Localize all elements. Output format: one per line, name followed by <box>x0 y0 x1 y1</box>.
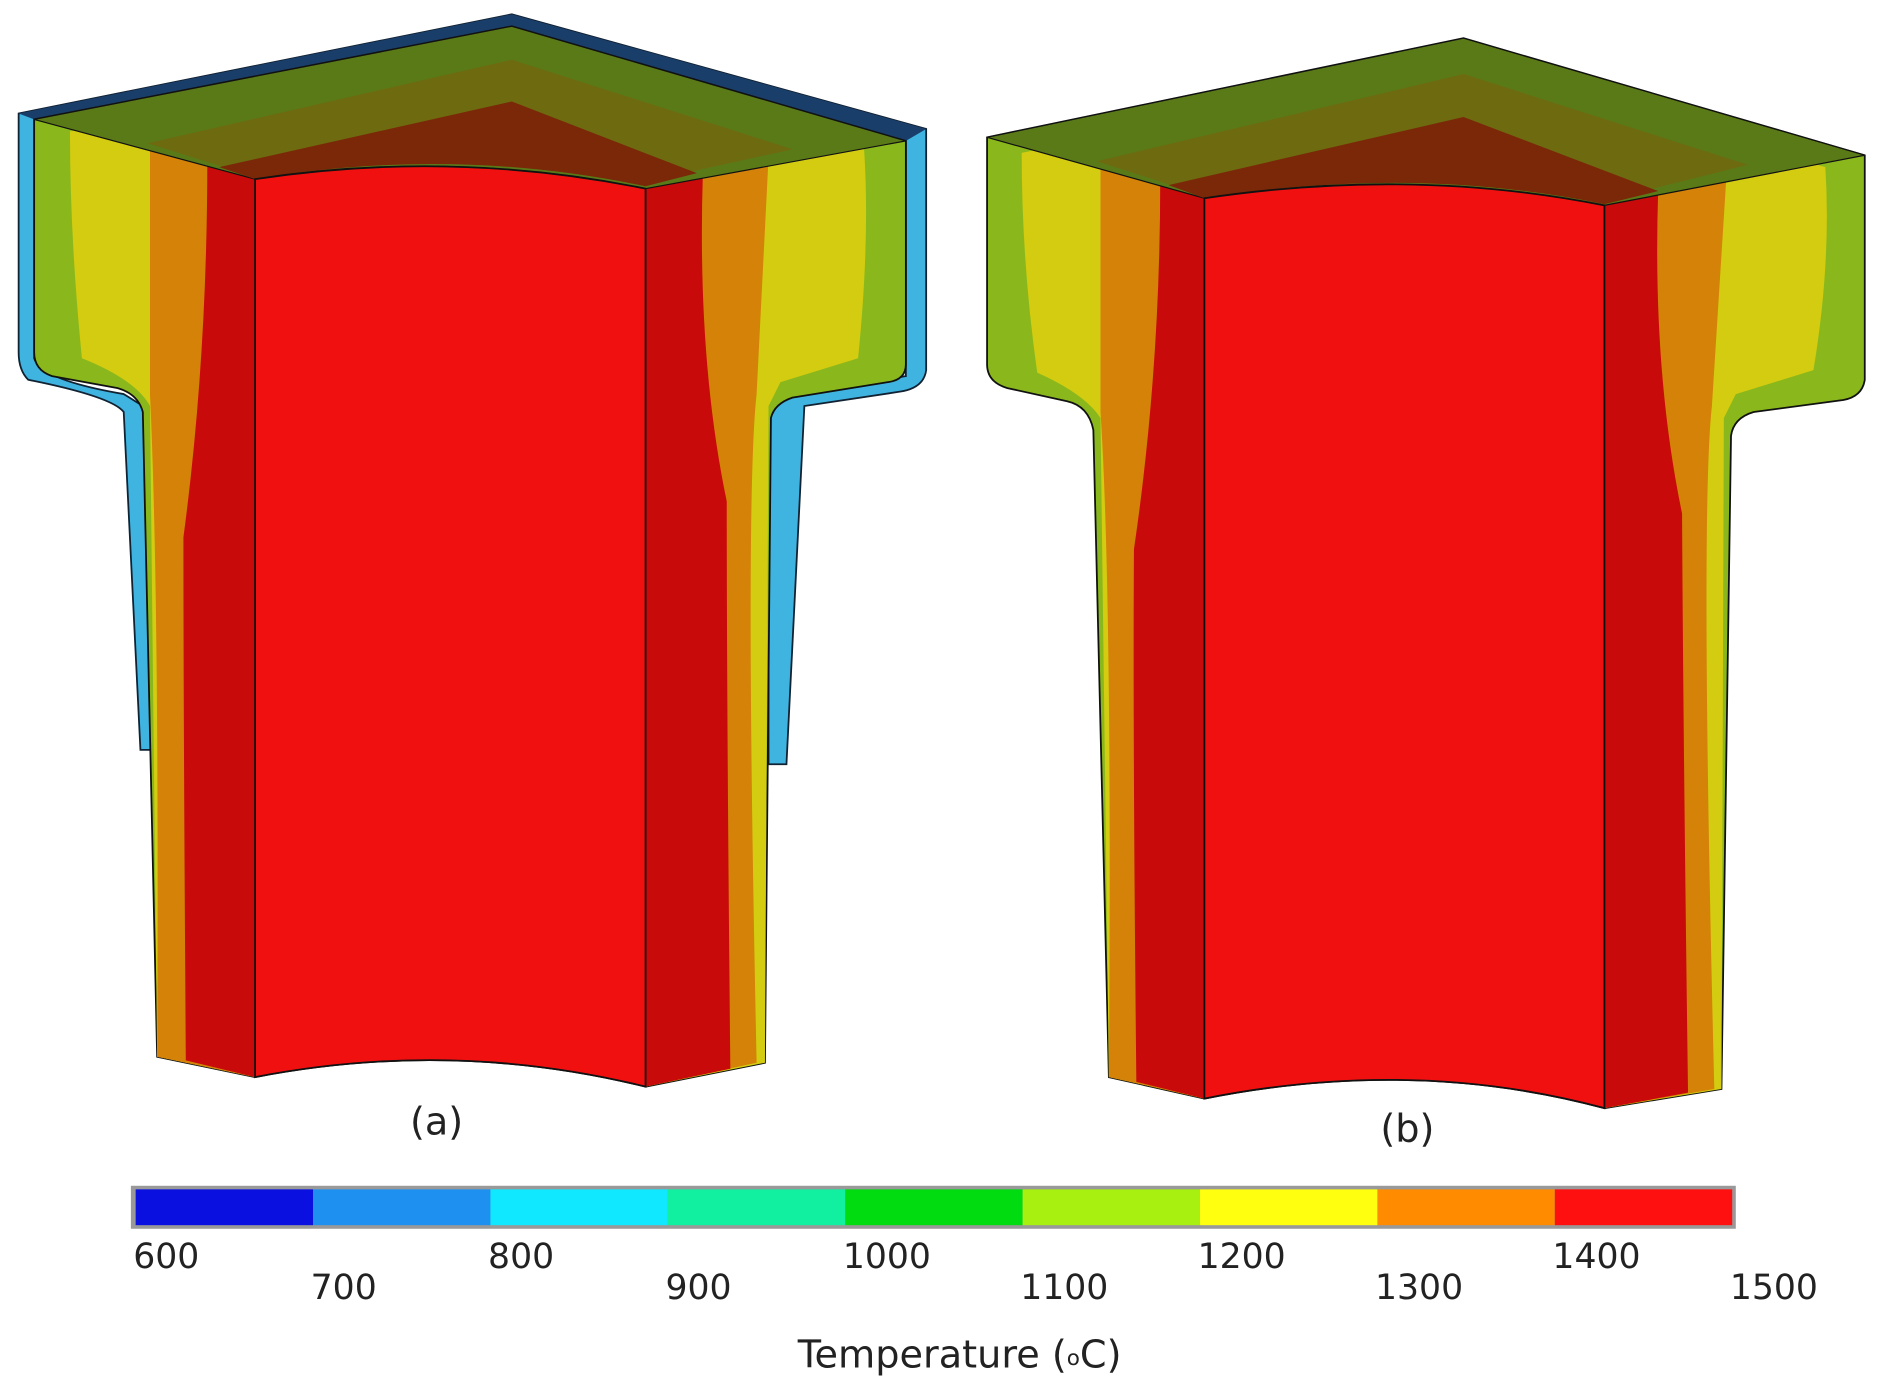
tick-label: 1300 <box>1375 1268 1463 1308</box>
axis-label-end: C) <box>1080 1333 1122 1377</box>
colorbar-segment <box>1377 1189 1555 1226</box>
colorbar-segment <box>313 1189 491 1226</box>
axis-label: Temperature (oC) <box>797 1333 1122 1377</box>
tick-label: 1200 <box>1198 1237 1286 1277</box>
colorbar-segment <box>1022 1189 1201 1226</box>
colorbar-segment <box>1554 1189 1733 1226</box>
panel-label: (a) <box>410 1100 463 1144</box>
axis-label-superscript: o <box>1067 1346 1080 1371</box>
render-a <box>17 13 928 1088</box>
tick-label: 700 <box>311 1268 377 1308</box>
tick-label: 1000 <box>843 1237 931 1277</box>
tick-label: 900 <box>665 1268 731 1308</box>
colorbar-segment <box>135 1189 314 1226</box>
tick-label: 800 <box>488 1237 554 1277</box>
colorbar-segment <box>845 1189 1023 1226</box>
tick-label: 1400 <box>1552 1237 1640 1277</box>
colorbar-segment <box>490 1189 668 1226</box>
colorbar-segment <box>667 1189 846 1226</box>
render-b <box>986 37 1866 1110</box>
colorbar-segment <box>1200 1189 1378 1226</box>
tick-label: 1100 <box>1020 1268 1108 1308</box>
tick-label: 600 <box>133 1237 199 1277</box>
panel-label: (b) <box>1380 1108 1434 1152</box>
tick-label: 1500 <box>1730 1268 1818 1308</box>
axis-label-text: Temperature ( <box>797 1333 1067 1377</box>
